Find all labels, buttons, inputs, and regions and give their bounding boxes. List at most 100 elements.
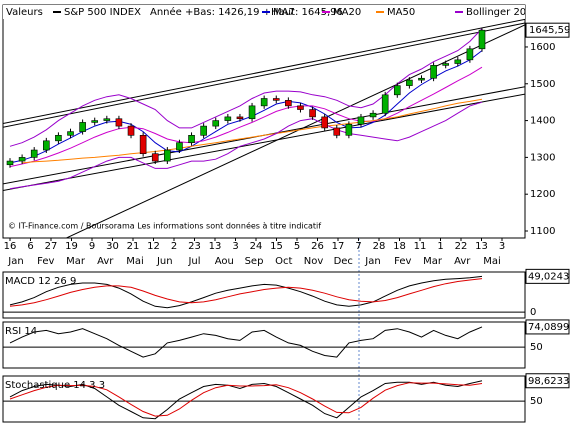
x-tick-label: 13 <box>475 241 488 252</box>
x-month-label: Jan <box>7 256 23 267</box>
indicator-last-label: 49,0243 <box>528 271 569 282</box>
x-month-label: Fev <box>394 256 411 267</box>
x-tick-label: 19 <box>65 241 78 252</box>
candle-body <box>272 98 280 101</box>
candle-body <box>151 153 159 162</box>
footer: © IT-Finance.com / Boursorama Les inform… <box>8 221 321 231</box>
x-tick-label: 17 <box>332 241 345 252</box>
indicator-tick-label: 50 <box>530 342 543 353</box>
indicator-line <box>9 382 483 417</box>
candle-body <box>6 160 14 166</box>
candle-body <box>103 118 111 121</box>
x-tick-label: 23 <box>188 241 201 252</box>
candle-body <box>115 118 123 127</box>
x-month-label: Oct <box>275 256 292 267</box>
x-month-label: Mai <box>126 256 144 267</box>
candle-body <box>164 149 171 162</box>
x-month-label: Sep <box>245 256 264 267</box>
candle-body <box>285 100 292 107</box>
x-month-label: Jul <box>187 256 200 267</box>
candle-body <box>91 120 99 123</box>
indicator-last-label: 98,6233 <box>528 376 569 387</box>
candle-body <box>79 122 86 132</box>
indicator-title: Stochastique 14 3 3 <box>5 380 105 391</box>
main-plot <box>3 18 525 238</box>
legend-entry: Bollinger 20 <box>466 7 526 18</box>
candle-body <box>260 98 268 107</box>
candle-body <box>236 116 244 120</box>
candle-body <box>200 125 207 136</box>
candle-body <box>418 77 425 81</box>
x-tick-label: 27 <box>45 241 58 252</box>
candle-body <box>18 157 26 162</box>
indicator-frame <box>2 375 526 423</box>
candle-body <box>345 123 353 136</box>
legend-entry: MA20 <box>333 7 361 18</box>
year-range: Année +Bas: 1426,19 +Haut: 1645,96 <box>150 6 343 18</box>
indicator-last-box <box>525 319 570 335</box>
candle-body <box>442 63 449 66</box>
y-tick-label: 1200 <box>530 189 555 200</box>
x-tick-label: 11 <box>414 241 427 252</box>
x-tick-label: 28 <box>373 241 386 252</box>
candle-body <box>30 149 38 158</box>
indicator-line <box>9 326 483 358</box>
bollinger-upper <box>9 28 483 147</box>
x-tick-label: 13 <box>209 241 222 252</box>
x-tick-label: 2 <box>171 241 177 252</box>
indicator-last-box <box>525 373 570 389</box>
x-tick-label: 1 <box>437 241 443 252</box>
legend-entry: S&P 500 INDEX <box>64 7 141 18</box>
candle-body <box>369 112 377 118</box>
x-tick-label: 26 <box>311 241 324 252</box>
x-month-label: Mai <box>483 256 501 267</box>
x-tick-label: 24 <box>250 241 263 252</box>
y-tick-label: 1100 <box>530 226 555 237</box>
candle-body <box>248 105 256 120</box>
candle-body <box>224 116 232 121</box>
indicator-frame <box>2 321 526 369</box>
indicator-tick-label: 50 <box>530 396 543 407</box>
y-tick-label: 1600 <box>530 42 555 53</box>
last-price-box <box>525 22 570 38</box>
legend-entry: MA7 <box>273 7 295 18</box>
candle-body <box>357 116 365 125</box>
candle-body <box>393 85 401 96</box>
candle-body <box>127 125 135 136</box>
candle-body <box>478 29 486 50</box>
trend-line <box>3 18 525 125</box>
trend-line <box>3 93 525 192</box>
candle-body <box>381 94 389 114</box>
x-month-label: Mar <box>66 256 86 267</box>
indicator-line <box>9 278 483 307</box>
candle-body <box>139 135 147 155</box>
y-tick-label: 1300 <box>530 152 555 163</box>
candle-body <box>309 109 316 118</box>
x-month-label: Jun <box>156 256 173 267</box>
trend-line <box>3 22 525 128</box>
ma-line <box>9 50 483 164</box>
x-month-label: Jan <box>364 256 380 267</box>
x-month-label: Avr <box>97 256 114 267</box>
trend-line <box>65 24 525 238</box>
candle-body <box>454 59 462 64</box>
indicator-line <box>9 275 483 309</box>
candle-body <box>466 48 474 61</box>
legend-entry: MA50 <box>387 7 415 18</box>
candle-body <box>430 65 437 79</box>
indicator-last-box <box>525 268 570 284</box>
x-tick-label: 12 <box>147 241 160 252</box>
x-tick-label: 9 <box>89 241 95 252</box>
x-month-label: Nov <box>304 256 324 267</box>
x-month-label: Fev <box>37 256 54 267</box>
x-tick-label: 5 <box>294 241 300 252</box>
indicator-title: RSI 14 <box>5 326 37 337</box>
indicator-frame <box>2 271 526 319</box>
chart-parts: S&P 500 INDEX MA7 MA20 MA50 Bollinger 20 1100… <box>2 7 570 423</box>
last-price-label: 1645,59 <box>529 25 570 36</box>
x-tick-label: 7 <box>355 241 361 252</box>
y-tick-label: 1400 <box>530 116 555 127</box>
bollinger-lower <box>9 101 483 190</box>
y-tick-label: 1500 <box>530 79 555 90</box>
